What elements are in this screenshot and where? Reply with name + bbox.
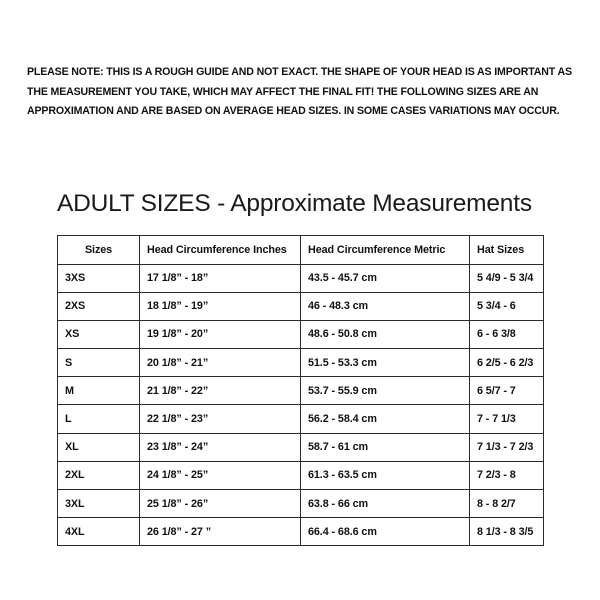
cell-metric: 43.5 - 45.7 cm <box>300 263 470 293</box>
table-row: L 22 1/8” - 23” 56.2 - 58.4 cm 7 - 7 1/3 <box>57 404 544 434</box>
table-row: XL 23 1/8” - 24” 58.7 - 61 cm 7 1/3 - 7 2/3 <box>57 432 544 462</box>
column-header-hat-sizes: Hat Sizes <box>469 235 544 265</box>
cell-size: XS <box>57 319 140 350</box>
cell-metric: 46 - 48.3 cm <box>300 291 470 321</box>
cell-hat: 8 1/3 - 8 3/5 <box>469 517 544 547</box>
cell-size: XL <box>57 432 140 462</box>
page-title: ADULT SIZES - Approximate Measurements <box>57 190 532 217</box>
table-row: 2XS 18 1/8” - 19” 46 - 48.3 cm 5 3/4 - 6 <box>57 291 544 321</box>
column-header-sizes: Sizes <box>57 235 140 265</box>
table-body: 3XS 17 1/8” - 18” 43.5 - 45.7 cm 5 4/9 - 5 … <box>57 263 544 547</box>
cell-metric: 48.6 - 50.8 cm <box>300 319 470 350</box>
cell-size: 2XS <box>57 291 140 321</box>
cell-hat: 8 - 8 2/7 <box>469 488 544 519</box>
cell-metric: 56.2 - 58.4 cm <box>300 404 470 434</box>
cell-size: L <box>57 404 140 434</box>
cell-hat: 7 1/3 - 7 2/3 <box>469 432 544 462</box>
cell-inches: 20 1/8” - 21” <box>139 348 301 378</box>
cell-inches: 23 1/8” - 24” <box>139 432 301 462</box>
cell-metric: 61.3 - 63.5 cm <box>300 460 470 491</box>
table-header-row: Sizes Head Circumference Inches Head Cir… <box>57 235 544 265</box>
cell-size: S <box>57 348 140 378</box>
cell-inches: 24 1/8” - 25” <box>139 460 301 491</box>
cell-metric: 66.4 - 68.6 cm <box>300 517 470 547</box>
column-header-head-circumference-inches: Head Circumference Inches <box>139 235 301 265</box>
cell-hat: 6 2/5 - 6 2/3 <box>469 348 544 378</box>
table-row: S 20 1/8” - 21” 51.5 - 53.3 cm 6 2/5 - 6 2/… <box>57 348 544 378</box>
cell-hat: 7 - 7 1/3 <box>469 404 544 434</box>
disclaimer-note: PLEASE NOTE: THIS IS A ROUGH GUIDE AND N… <box>27 66 572 117</box>
cell-inches: 19 1/8” - 20” <box>139 319 301 350</box>
cell-inches: 22 1/8” - 23” <box>139 404 301 434</box>
cell-hat: 6 5/7 - 7 <box>469 376 544 406</box>
cell-metric: 58.7 - 61 cm <box>300 432 470 462</box>
cell-inches: 25 1/8” - 26” <box>139 488 301 519</box>
size-table-container: Sizes Head Circumference Inches Head Cir… <box>57 235 544 547</box>
cell-inches: 17 1/8” - 18” <box>139 263 301 293</box>
cell-hat: 5 3/4 - 6 <box>469 291 544 321</box>
cell-inches: 26 1/8” - 27 ” <box>139 517 301 547</box>
table-row: 2XL 24 1/8” - 25” 61.3 - 63.5 cm 7 2/3 - 8 <box>57 460 544 491</box>
cell-hat: 6 - 6 3/8 <box>469 319 544 350</box>
table-row: M 21 1/8” - 22” 53.7 - 55.9 cm 6 5/7 - 7 <box>57 376 544 406</box>
cell-metric: 53.7 - 55.9 cm <box>300 376 470 406</box>
table-row: 3XL 25 1/8” - 26” 63.8 - 66 cm 8 - 8 2/7 <box>57 488 544 519</box>
cell-size: 2XL <box>57 460 140 491</box>
cell-size: 3XL <box>57 488 140 519</box>
cell-size: M <box>57 376 140 406</box>
table-row: 3XS 17 1/8” - 18” 43.5 - 45.7 cm 5 4/9 - 5 … <box>57 263 544 293</box>
table-header: Sizes Head Circumference Inches Head Cir… <box>57 235 544 265</box>
table-row: XS 19 1/8” - 20” 48.6 - 50.8 cm 6 - 6 3/8 <box>57 319 544 350</box>
cell-inches: 21 1/8” - 22” <box>139 376 301 406</box>
cell-metric: 51.5 - 53.3 cm <box>300 348 470 378</box>
cell-inches: 18 1/8” - 19” <box>139 291 301 321</box>
cell-size: 3XS <box>57 263 140 293</box>
column-header-head-circumference-metric: Head Circumference Metric <box>300 235 470 265</box>
size-table: Sizes Head Circumference Inches Head Cir… <box>57 235 544 547</box>
cell-metric: 63.8 - 66 cm <box>300 488 470 519</box>
cell-hat: 5 4/9 - 5 3/4 <box>469 263 544 293</box>
cell-size: 4XL <box>57 517 140 547</box>
cell-hat: 7 2/3 - 8 <box>469 460 544 491</box>
table-row: 4XL 26 1/8” - 27 ” 66.4 - 68.6 cm 8 1/3 - 8… <box>57 517 544 547</box>
